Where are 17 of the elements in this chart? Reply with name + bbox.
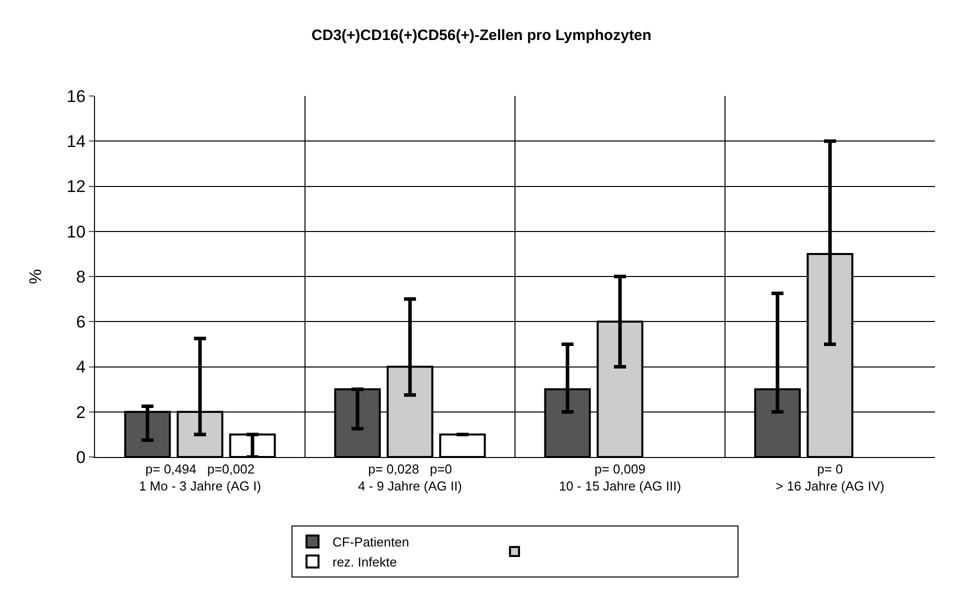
y-tick-label: 8 — [76, 267, 86, 286]
y-tick-label: 0 — [76, 448, 86, 467]
y-tick-label: 2 — [76, 402, 86, 422]
y-tick-label: 10 — [66, 222, 86, 242]
x-tick-label: p= 0,028 p=0 4 - 9 Jahre (AG II) — [358, 462, 462, 494]
chart-title: CD3(+)CD16(+)CD56(+)-Zellen pro Lymphozyten — [312, 27, 652, 44]
x-tick-label: p= 0,009 10 - 15 Jahre (AG III) — [558, 462, 682, 494]
y-tick-label: 14 — [66, 132, 86, 152]
legend-label: CF-Patienten — [332, 534, 410, 550]
x-tick-label: p= 0 > 16 Jahre (AG IV) — [776, 462, 884, 494]
y-axis-title: % — [26, 268, 46, 284]
x-tick-label: p= 0,494 p=0,002 1 Mo - 3 Jahre (AG I) — [138, 462, 262, 494]
y-tick-label: 6 — [76, 312, 86, 332]
y-tick-label: 16 — [66, 86, 86, 106]
y-tick-label: 4 — [76, 358, 86, 377]
y-tick-label: 12 — [66, 177, 86, 196]
legend-label: rez. Infekte — [332, 554, 397, 570]
